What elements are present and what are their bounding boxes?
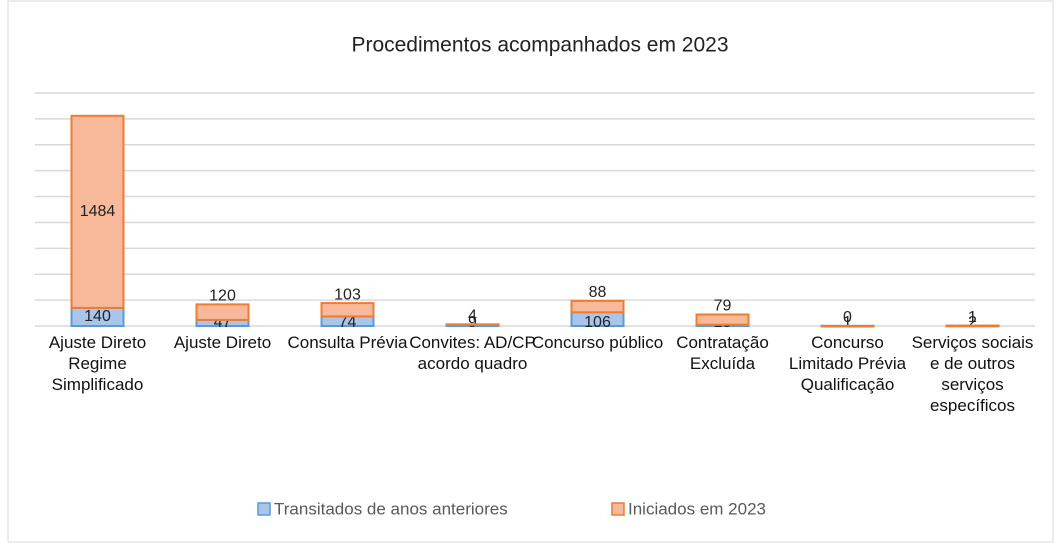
data-label: 79 xyxy=(714,298,732,315)
x-tick-label-box: Contratação Excluída xyxy=(676,333,769,373)
legend-swatch xyxy=(257,502,271,516)
x-tick-label-box: Serviços sociais e de outros serviços es… xyxy=(911,333,1034,415)
data-label: 103 xyxy=(334,286,361,303)
bar-segment xyxy=(570,299,625,314)
legend-label: Iniciados em 2023 xyxy=(628,499,766,518)
x-tick-label: Convites: AD/CP acordo quadro xyxy=(409,333,536,373)
data-label: 74 xyxy=(339,314,357,331)
x-tick-label: Concurso público xyxy=(531,333,664,352)
bar-segment xyxy=(195,303,250,321)
data-label: 1484 xyxy=(80,203,116,220)
x-tick-label-box: Convites: AD/CP acordo quadro xyxy=(409,333,536,373)
legend-label: Transitados de anos anteriores xyxy=(274,499,508,518)
x-tick-label: Concurso Limitado Prévia Qualificação xyxy=(788,333,907,394)
x-tick-label-box: Concurso público xyxy=(531,333,664,352)
chart-title: Procedimentos acompanhados em 2023 xyxy=(351,34,728,57)
data-label: 4 xyxy=(468,308,477,325)
bar-segment xyxy=(695,313,750,326)
bar-segment xyxy=(820,324,875,328)
x-tick-label: Consulta Prévia xyxy=(287,333,408,352)
data-label: 140 xyxy=(84,308,111,325)
data-label: 106 xyxy=(584,314,611,331)
data-label: 9 xyxy=(468,314,477,331)
x-tick-label: Ajuste Direto xyxy=(173,333,272,352)
data-label: 1 xyxy=(843,314,852,331)
x-tick-label-box: Concurso Limitado Prévia Qualificação xyxy=(788,333,907,394)
x-tick-label-box: Ajuste Direto xyxy=(173,333,272,352)
legend-swatch xyxy=(611,502,625,516)
x-tick-label-box: Ajuste Direto Regime Simplificado xyxy=(48,333,147,394)
x-tick-label-box: Consulta Prévia xyxy=(287,333,408,352)
data-label: 88 xyxy=(589,284,607,301)
data-label: 0 xyxy=(843,309,852,326)
x-tick-label: Contratação Excluída xyxy=(676,333,769,373)
bar-segment xyxy=(320,302,375,318)
bar-segment xyxy=(445,323,500,326)
x-tick-label: Ajuste Direto Regime Simplificado xyxy=(48,333,147,394)
chart-border xyxy=(7,0,1054,543)
data-label: 120 xyxy=(209,288,236,305)
data-label: 2 xyxy=(968,314,977,331)
bar-segment xyxy=(70,114,125,309)
data-label: 1 xyxy=(968,309,977,326)
bar-segment xyxy=(945,324,1000,328)
x-tick-label: Serviços sociais e de outros serviços es… xyxy=(911,333,1034,415)
